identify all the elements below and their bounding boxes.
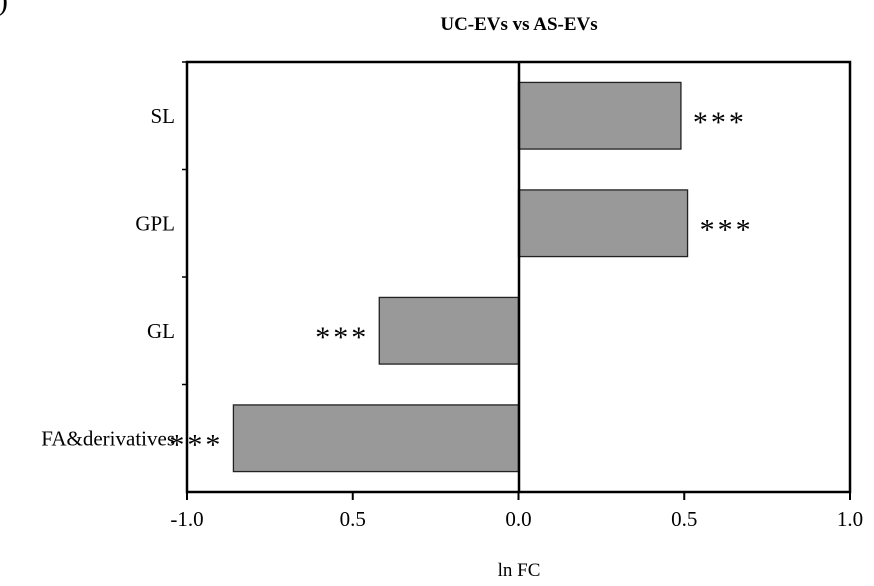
panel-marker: ) — [0, 0, 8, 17]
y-axis: SL GPL GL FA&derivatives — [41, 61, 187, 450]
bar-3 — [232, 404, 520, 473]
significance-label: *** — [169, 428, 223, 461]
x-tick-label: 0.5 — [671, 507, 697, 531]
bar-0 — [517, 81, 682, 150]
significance-label: *** — [315, 321, 369, 354]
x-tick-label: -1.0 — [170, 507, 203, 531]
x-axis: -1.0 0.5 0.0 0.5 1.0 — [170, 492, 863, 531]
bars-layer: *** *** *** *** — [169, 81, 754, 473]
chart-title: UC-EVs vs AS-EVs — [440, 14, 597, 35]
significance-label: *** — [693, 106, 747, 139]
bar-2 — [378, 296, 520, 365]
category-label: GPL — [135, 211, 175, 235]
x-axis-label: ln FC — [498, 560, 541, 581]
bar-1 — [517, 189, 689, 258]
x-tick-label: 1.0 — [837, 507, 863, 531]
category-label: FA&derivatives — [41, 426, 175, 450]
significance-label: *** — [700, 213, 754, 246]
category-label: GL — [147, 319, 175, 343]
x-tick-label: 0.5 — [340, 507, 366, 531]
category-label: SL — [150, 104, 175, 128]
x-tick-label: 0.0 — [505, 507, 531, 531]
